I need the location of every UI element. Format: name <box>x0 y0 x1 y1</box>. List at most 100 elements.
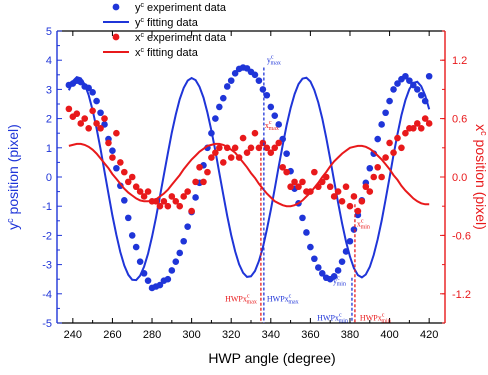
xmin-label: xc min <box>357 218 370 230</box>
xc-data-point <box>85 125 92 132</box>
xc-data-point <box>77 120 85 127</box>
xc-data-point <box>291 178 298 186</box>
yc-data-point <box>299 214 306 222</box>
yc-data-point <box>382 109 389 117</box>
y-left-tick-label: 4 <box>46 55 52 67</box>
ymin-label: yc min <box>333 276 346 288</box>
y-left-tick-label: 5 <box>46 26 52 38</box>
y-left-tick-label: -4 <box>42 289 52 301</box>
xc-data-point <box>113 129 120 137</box>
yc-data-point <box>374 135 381 143</box>
x-tick-label: 360 <box>301 329 319 341</box>
xc-data-point <box>287 183 294 191</box>
legend-item-label: xc fitting data <box>135 47 199 59</box>
yc-data-point <box>271 112 279 119</box>
xc-data-point <box>275 139 283 147</box>
xc-data-point <box>200 178 207 186</box>
yc-data-point <box>121 197 128 204</box>
y-left-axis-label: yc position (pixel) <box>5 124 21 230</box>
axis-ticks: 240 260 280 300 320 340 360 380 400 420-5-4-3-2-1… <box>42 26 471 341</box>
x-tick-label: 420 <box>420 329 438 341</box>
yc-data-point <box>318 270 326 277</box>
xc-data-point <box>366 188 374 195</box>
x-axis-label: HWP angle (degree) <box>208 350 335 366</box>
y-left-tick-label: -1 <box>42 201 52 213</box>
yc-data-point <box>184 223 191 230</box>
yc-data-point <box>227 77 235 84</box>
xc-data-point <box>101 115 108 122</box>
xc-data-point <box>390 149 397 156</box>
legend-yc-marker <box>112 3 120 11</box>
yc-data-point <box>315 264 322 271</box>
x-tick-label: 300 <box>182 329 200 341</box>
xc-data-point <box>295 183 302 191</box>
xc-data-point <box>231 144 239 152</box>
yc-data-point <box>219 94 227 102</box>
xc-data-point <box>330 193 338 200</box>
y-right-tick-label: -0.6 <box>452 230 471 242</box>
y-left-tick-label: -2 <box>42 230 52 242</box>
x-tick-label: 340 <box>262 329 280 341</box>
yc-data-point <box>180 237 187 245</box>
yc-data-point <box>350 226 358 233</box>
xc-data-point <box>354 207 362 215</box>
x-tick-label: 400 <box>380 329 398 341</box>
yc-data-point <box>303 229 310 236</box>
xmax-label: xc max <box>265 120 279 132</box>
yc-data-point <box>425 72 433 80</box>
xc-data-point <box>410 125 417 132</box>
y-right-tick-label: 0.0 <box>452 172 467 184</box>
xc-data-point <box>124 178 132 186</box>
xc-data-point <box>425 120 433 127</box>
xc-data-point <box>65 105 73 113</box>
x-tick-label: 260 <box>103 329 121 341</box>
xc-data-point <box>299 178 306 186</box>
yc-data-point <box>267 103 275 111</box>
xc-data-point <box>180 193 187 200</box>
legend-item-label: yc experiment data <box>135 2 227 14</box>
xc-data-point <box>311 168 318 176</box>
yc-data-point <box>394 80 401 87</box>
yc-data-point <box>390 86 397 93</box>
xc-data-point <box>362 183 370 191</box>
xc-data-point <box>81 115 89 122</box>
xc-data-point <box>140 193 148 200</box>
xc-data-point <box>196 163 203 171</box>
yc-data-point <box>93 97 100 105</box>
xc-data-point <box>89 107 96 115</box>
yc-data-point <box>156 281 164 289</box>
xc-data-point <box>370 173 378 181</box>
hwp-ymax-label: HWPxc max <box>267 293 299 305</box>
yc-data-point <box>132 243 140 251</box>
xc-data-point <box>374 163 381 171</box>
x-tick-label: 380 <box>341 329 359 341</box>
yc-data-point <box>413 86 421 93</box>
xc-data-point <box>342 183 350 191</box>
xc-data-point <box>334 188 342 195</box>
xc-data-point <box>386 139 393 147</box>
yc-data-point <box>176 249 184 257</box>
y-right-tick-label: -1.2 <box>452 289 471 301</box>
xc-data-point <box>128 173 136 181</box>
yc-data-point <box>275 121 283 128</box>
x-tick-label: 240 <box>64 329 82 341</box>
xc-data-point <box>204 168 211 176</box>
xc-data-point <box>263 144 271 152</box>
xc-data-point <box>212 149 219 156</box>
xc-data-point <box>417 125 425 132</box>
plot-frame: yc position (pixel) xc position (pixel) <box>5 30 488 324</box>
yc-data-point <box>378 121 385 128</box>
yc-data-point <box>263 91 271 99</box>
yc-data-point <box>311 255 318 263</box>
annotation-layer: yc max xc max yc min xc min HWPxc max HWPxc max HWPx… <box>225 55 391 325</box>
xc-data-point <box>251 129 259 137</box>
yc-data-point <box>164 275 172 283</box>
xc-data-point <box>382 154 389 161</box>
xc-data-point <box>188 207 195 215</box>
yc-data-point <box>338 258 346 265</box>
yc-data-point <box>417 91 425 99</box>
yc-data-point <box>283 150 290 157</box>
yc-data-point <box>386 97 393 105</box>
xc-data-point <box>73 110 81 118</box>
